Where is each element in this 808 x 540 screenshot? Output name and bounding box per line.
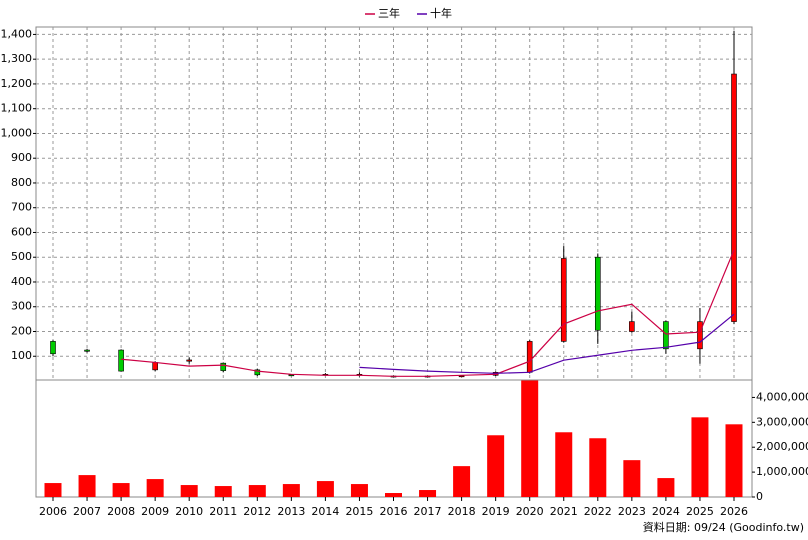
y-tick-label: 500 <box>11 250 32 263</box>
x-tick-label: 2012 <box>243 505 271 518</box>
legend-label: 三年 <box>378 6 400 20</box>
y-tick-label: 1,100 <box>1 102 33 115</box>
x-tick-label: 2019 <box>482 505 510 518</box>
volume-bar <box>589 438 607 497</box>
candle-body <box>594 256 601 331</box>
volume-bar <box>691 417 709 497</box>
x-tick-label: 2015 <box>345 505 373 518</box>
source-note: 資料日期: 09/24 (Goodinfo.tw) <box>643 520 804 534</box>
volume-bar <box>350 484 368 497</box>
x-tick-label: 2016 <box>380 505 408 518</box>
volume-bar <box>657 478 675 497</box>
y2-tick-label: 3,000,000 <box>756 415 808 428</box>
x-tick-label: 2010 <box>175 505 203 518</box>
ma-line <box>359 313 735 374</box>
candle-body <box>186 359 192 362</box>
y-tick-label: 400 <box>11 275 32 288</box>
y-tick-label: 300 <box>11 300 32 313</box>
y-tick-label: 800 <box>11 176 32 189</box>
y2-tick-label: 2,000,000 <box>756 440 808 453</box>
candle-body <box>629 321 635 332</box>
candle-body <box>731 73 737 322</box>
y-tick-label: 600 <box>11 225 32 238</box>
volume-bar <box>725 424 743 497</box>
volume-bar <box>521 380 539 497</box>
x-tick-label: 2008 <box>107 505 135 518</box>
x-tick-label: 2024 <box>652 505 680 518</box>
y-tick-label: 100 <box>11 349 32 362</box>
legend-label: 十年 <box>430 6 452 20</box>
y-tick-label: 1,000 <box>1 126 33 139</box>
x-tick-label: 2018 <box>448 505 476 518</box>
candle-body <box>560 258 567 342</box>
volume-bar <box>78 475 96 497</box>
volume-bar <box>487 435 505 497</box>
x-tick-label: 2009 <box>141 505 169 518</box>
volume-bar <box>453 466 471 497</box>
x-tick-label: 2017 <box>414 505 442 518</box>
volume-bar <box>316 481 334 497</box>
volume-bar <box>112 483 130 497</box>
x-tick-label: 2022 <box>584 505 612 518</box>
candle-body <box>118 349 124 372</box>
x-tick-label: 2021 <box>550 505 578 518</box>
candle-body <box>152 362 158 371</box>
candle-body <box>254 369 261 376</box>
x-tick-label: 2013 <box>277 505 305 518</box>
volume-bar <box>623 460 641 497</box>
x-tick-label: 2025 <box>686 505 714 518</box>
x-tick-label: 2011 <box>209 505 237 518</box>
candle-body <box>50 341 56 355</box>
x-tick-label: 2007 <box>73 505 101 518</box>
volume-bar <box>555 432 573 497</box>
volume-bar <box>146 479 164 497</box>
volume-bar <box>214 486 232 497</box>
x-tick-label: 2023 <box>618 505 646 518</box>
y2-tick-label: 1,000,000 <box>756 465 808 478</box>
y-tick-label: 1,200 <box>1 77 33 90</box>
y-tick-label: 1,300 <box>1 52 33 65</box>
x-tick-label: 2026 <box>720 505 748 518</box>
volume-bar <box>248 485 266 497</box>
candle-body <box>220 362 227 371</box>
y-tick-label: 1,400 <box>1 27 33 40</box>
x-tick-label: 2014 <box>311 505 339 518</box>
y-tick-label: 700 <box>11 201 32 214</box>
y-tick-label: 900 <box>11 151 32 164</box>
volume-bar <box>282 484 300 497</box>
y2-tick-label: 0 <box>756 490 763 503</box>
x-tick-label: 2006 <box>39 505 67 518</box>
y2-tick-label: 4,000,000 <box>756 390 808 403</box>
candle-body <box>663 321 669 350</box>
ma-line <box>121 249 735 377</box>
x-tick-label: 2020 <box>516 505 544 518</box>
volume-bar <box>419 490 437 497</box>
volume-bar <box>385 493 402 497</box>
candle-body <box>697 321 703 350</box>
candle-body <box>84 349 90 352</box>
volume-bar <box>44 483 62 497</box>
y-tick-label: 200 <box>11 324 32 337</box>
volume-bar <box>180 485 198 497</box>
candle-body <box>526 341 533 373</box>
